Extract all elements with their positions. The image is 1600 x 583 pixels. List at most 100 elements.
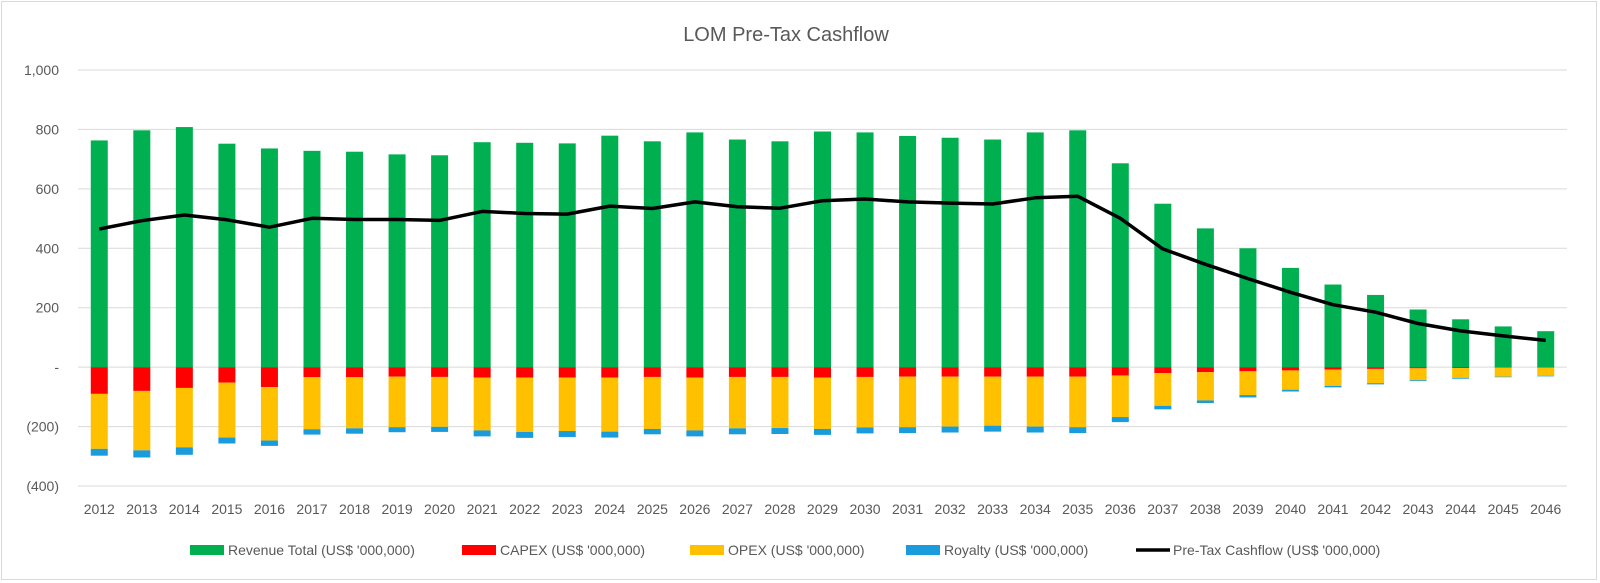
opex-bar <box>260 387 278 441</box>
revenue-bar <box>643 141 661 368</box>
y-tick-label: 800 <box>36 121 60 137</box>
x-tick-label: 2031 <box>892 501 923 517</box>
opex-bar <box>686 377 704 431</box>
y-tick-label: 200 <box>36 300 60 316</box>
royalty-bar <box>218 437 236 444</box>
y-tick-label: 400 <box>36 240 60 256</box>
royalty-bar <box>175 447 193 455</box>
legend-label: Pre-Tax Cashflow (US$ '000,000) <box>1173 542 1380 558</box>
capex-bar <box>1494 367 1512 368</box>
x-tick-label: 2022 <box>509 501 540 517</box>
opex-bar <box>643 376 661 429</box>
capex-bar <box>1409 367 1427 369</box>
x-tick-label: 2025 <box>637 501 668 517</box>
royalty-bar <box>346 428 364 434</box>
capex-bar <box>1111 367 1129 376</box>
opex-bar <box>814 377 831 429</box>
opex-bar <box>133 390 151 451</box>
x-tick-label: 2019 <box>381 501 412 517</box>
opex-bar <box>1324 369 1342 386</box>
legend-swatch <box>462 545 496 555</box>
royalty-bar <box>856 427 874 434</box>
capex-bar <box>643 367 661 377</box>
y-axis-ticks: (400) (200) - 200 400 600 800 1,000 <box>24 62 59 494</box>
revenue-bar <box>856 132 874 368</box>
capex-bar <box>941 367 959 377</box>
opex-bar <box>1196 372 1214 401</box>
capex-bar <box>346 367 364 378</box>
capex-bar <box>1196 367 1214 373</box>
revenue-bar <box>771 141 789 368</box>
capex-bar <box>133 367 151 391</box>
capex-bar <box>1367 367 1385 369</box>
royalty-bar <box>516 431 534 438</box>
opex-bar <box>728 376 746 429</box>
capex-bar <box>175 367 193 388</box>
chart-title: LOM Pre-Tax Cashflow <box>683 24 889 46</box>
capex-bar <box>1069 367 1087 377</box>
royalty-bar <box>686 430 704 437</box>
opex-bar <box>218 382 236 438</box>
capex-bar <box>1537 367 1555 368</box>
opex-bar <box>1494 367 1512 377</box>
opex-bar <box>1069 376 1087 428</box>
royalty-bar <box>728 428 746 435</box>
x-tick-label: 2042 <box>1360 501 1391 517</box>
royalty-bar <box>643 428 661 435</box>
y-tick-label: - <box>54 359 59 375</box>
revenue-bar <box>899 135 917 368</box>
revenue-bar <box>1537 331 1555 368</box>
capex-bar <box>1154 367 1172 374</box>
royalty-bar <box>1111 417 1129 423</box>
revenue-bar <box>1069 130 1087 368</box>
x-tick-label: 2026 <box>679 501 710 517</box>
royalty-bar <box>984 425 1002 432</box>
royalty-bar <box>814 428 831 435</box>
x-tick-label: 2018 <box>339 501 370 517</box>
revenue-bar <box>1452 319 1470 368</box>
opex-bar <box>90 393 108 449</box>
pre-tax-cashflow-line <box>98 194 1546 343</box>
revenue-bar <box>303 150 321 368</box>
capex-bar <box>1239 367 1257 372</box>
opex-bar <box>175 387 193 448</box>
y-tick-label: 1,000 <box>24 62 59 78</box>
x-tick-label: 2027 <box>722 501 753 517</box>
opex-bar <box>941 376 959 427</box>
x-tick-label: 2032 <box>935 501 966 517</box>
capex-bar <box>1324 367 1342 370</box>
x-tick-label: 2013 <box>126 501 157 517</box>
opex-bar <box>1239 371 1257 396</box>
royalty-bar <box>1026 426 1044 433</box>
capex-bar <box>984 367 1002 377</box>
x-tick-label: 2030 <box>849 501 880 517</box>
revenue-bar <box>1111 163 1129 368</box>
capex-bar <box>771 367 789 377</box>
capex-bar <box>388 367 406 377</box>
legend-swatch <box>906 545 940 555</box>
capex-bar <box>218 367 236 383</box>
opex-bar <box>1367 368 1385 384</box>
x-tick-label: 2017 <box>296 501 327 517</box>
royalty-bar <box>941 426 959 433</box>
y-tick-label: (400) <box>26 478 59 494</box>
revenue-bar <box>984 139 1002 368</box>
capex-bar <box>686 367 704 378</box>
opex-bar <box>303 377 321 430</box>
revenue-bar <box>558 143 576 368</box>
legend-label: Revenue Total (US$ '000,000) <box>228 542 415 558</box>
capex-bar <box>1281 367 1299 371</box>
royalty-bar <box>1324 385 1342 388</box>
royalty-bar <box>90 448 108 456</box>
royalty-bar <box>260 440 278 446</box>
opex-bar <box>601 377 619 432</box>
x-tick-label: 2029 <box>807 501 838 517</box>
capex-bar <box>431 367 449 377</box>
revenue-bar <box>175 127 193 368</box>
capex-bar <box>856 367 874 377</box>
x-tick-label: 2039 <box>1232 501 1263 517</box>
royalty-bar <box>1537 375 1555 377</box>
x-tick-label: 2034 <box>1020 501 1051 517</box>
